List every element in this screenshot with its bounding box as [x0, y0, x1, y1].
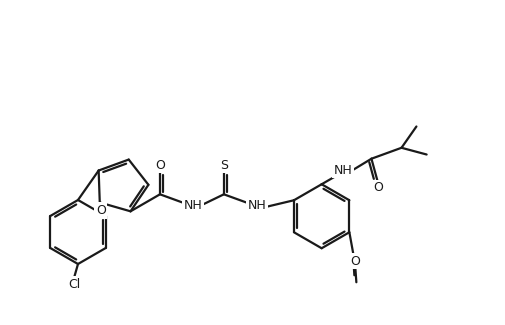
Text: O: O — [96, 204, 106, 217]
Text: NH: NH — [247, 200, 266, 213]
Text: O: O — [155, 159, 165, 172]
Text: O: O — [374, 181, 383, 194]
Text: S: S — [220, 159, 228, 172]
Text: NH: NH — [334, 164, 353, 177]
Text: NH: NH — [183, 200, 203, 213]
Text: O: O — [350, 255, 360, 268]
Text: Cl: Cl — [68, 278, 80, 291]
Text: O: O — [350, 255, 360, 268]
